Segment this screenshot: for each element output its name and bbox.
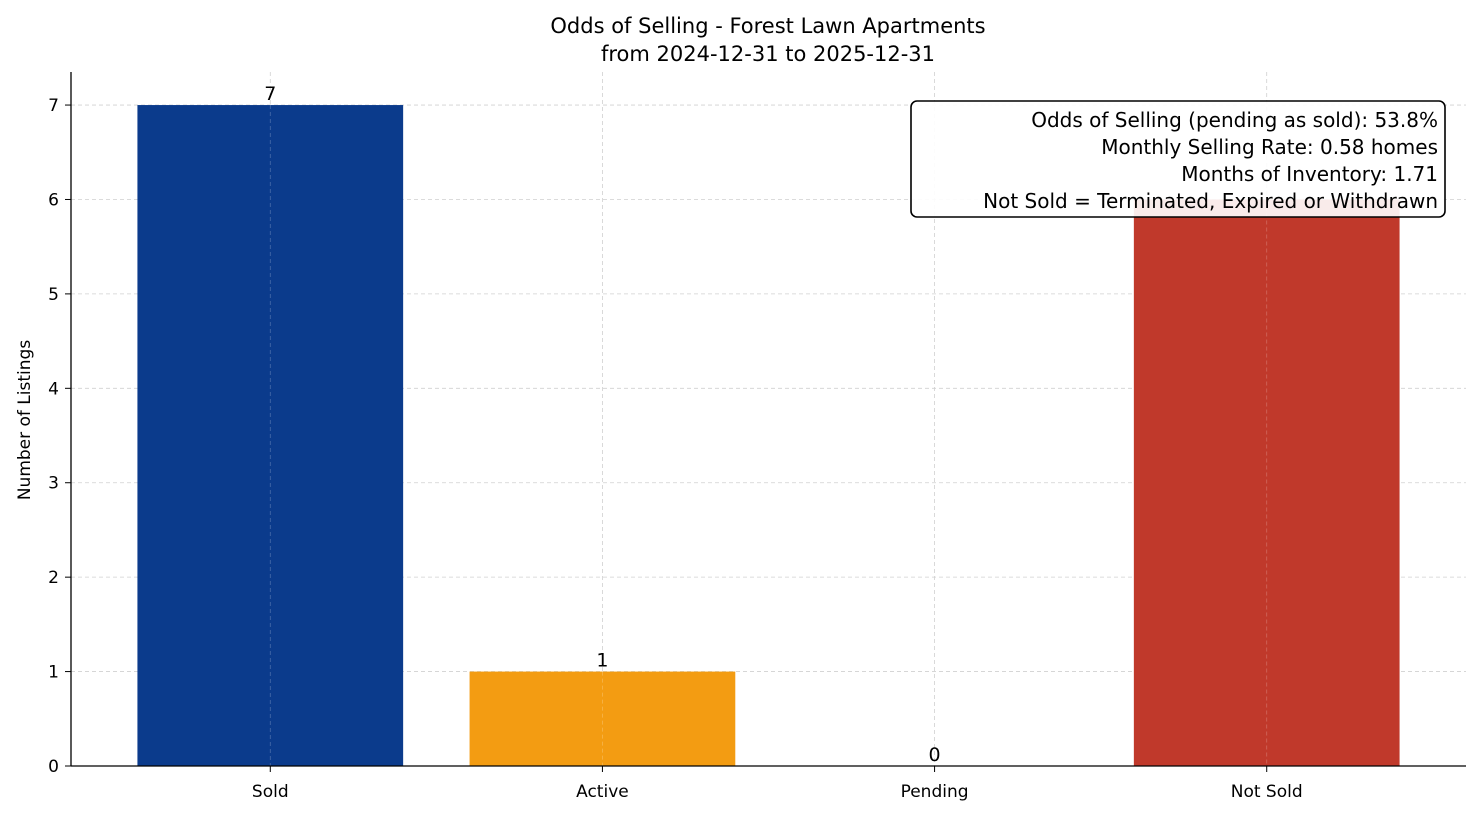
data-label: 1 xyxy=(596,650,608,672)
annotation-line: Months of Inventory: 1.71 xyxy=(1181,162,1438,186)
axes: 0 1 2 3 4 5 6 7 Sold Active Pending Not Sold xyxy=(48,72,1466,802)
x-tick-label: Sold xyxy=(252,782,289,802)
x-tick-label: Not Sold xyxy=(1231,782,1303,802)
y-tick-label: 2 xyxy=(48,568,59,588)
bar-active xyxy=(469,671,736,766)
bars xyxy=(137,105,1400,767)
x-tick-label: Pending xyxy=(901,782,969,802)
y-tick-label: 1 xyxy=(48,663,59,683)
bar-not-sold xyxy=(1133,199,1400,767)
annotation-frame xyxy=(910,100,1446,218)
chart-subtitle: from 2024-12-31 to 2025-12-31 xyxy=(601,42,935,66)
annotation-line: Not Sold = Terminated, Expired or Withdr… xyxy=(983,189,1438,213)
bar-sold xyxy=(137,105,404,767)
annotation-box: Odds of Selling (pending as sold): 53.8%… xyxy=(910,100,1446,218)
y-tick-label: 3 xyxy=(48,474,59,494)
y-axis-label: Number of Listings xyxy=(15,340,35,500)
data-label: 0 xyxy=(929,744,941,766)
y-tick-label: 5 xyxy=(48,285,59,305)
y-tick-label: 6 xyxy=(48,190,59,210)
data-label: 7 xyxy=(264,83,276,105)
chart-title: Odds of Selling - Forest Lawn Apartments xyxy=(550,14,985,38)
y-tick-label: 0 xyxy=(48,757,59,777)
x-tick-label: Active xyxy=(576,782,629,802)
y-tick-label: 4 xyxy=(48,379,59,399)
annotation-line: Monthly Selling Rate: 0.58 homes xyxy=(1101,135,1438,159)
data-labels: 7 1 0 xyxy=(264,83,940,766)
annotation-line: Odds of Selling (pending as sold): 53.8% xyxy=(1031,108,1438,132)
y-tick-label: 7 xyxy=(48,96,59,116)
